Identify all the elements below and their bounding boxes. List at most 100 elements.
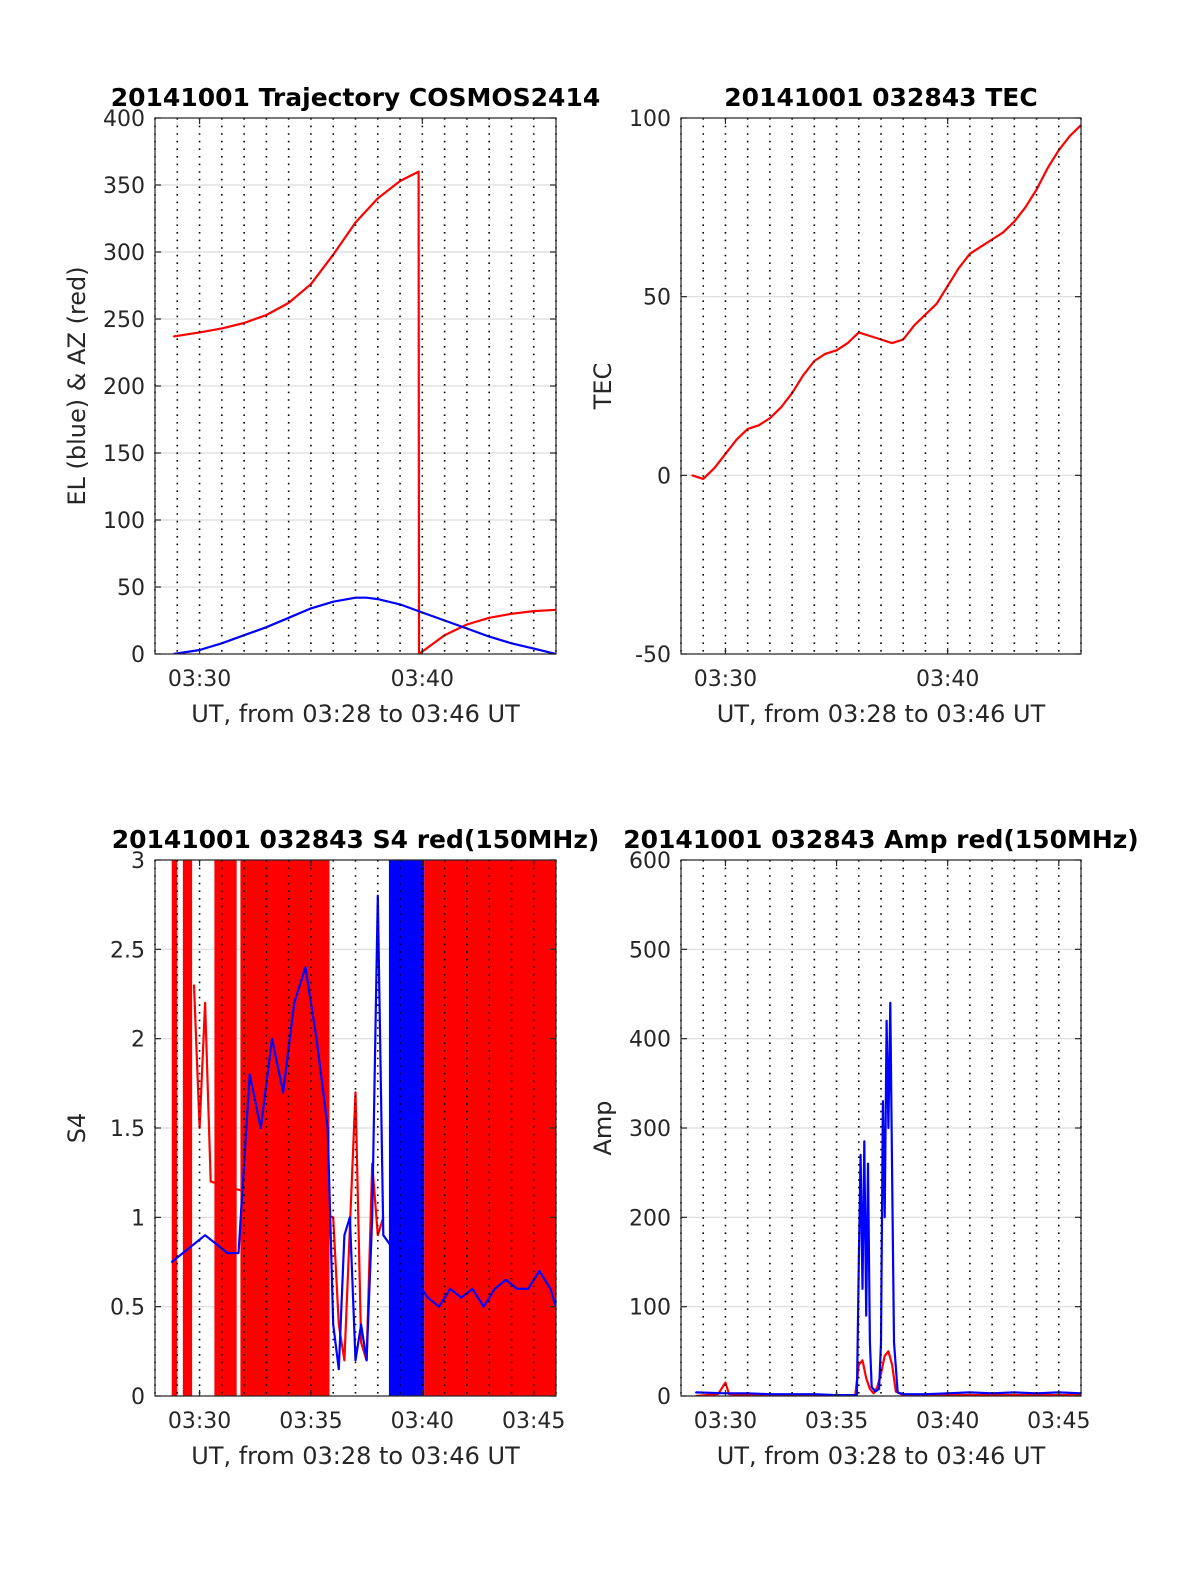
- data-point: [859, 1154, 862, 1156]
- data-point: [265, 314, 268, 316]
- data-point: [354, 1359, 357, 1362]
- chart-title: 20141001 032843 S4 red(150MHz): [112, 825, 600, 854]
- data-point: [869, 335, 871, 337]
- data-point: [172, 335, 175, 338]
- y-tick-label: 400: [629, 1028, 671, 1053]
- data-point: [221, 327, 223, 330]
- data-point: [757, 424, 760, 427]
- data-point: [493, 1288, 496, 1290]
- x-tick-label: 03:45: [502, 1409, 565, 1434]
- data-point: [482, 1305, 485, 1308]
- data-point: [382, 1234, 385, 1236]
- data-point: [209, 1180, 212, 1183]
- data-point: [896, 1391, 899, 1394]
- data-point: [883, 1355, 886, 1357]
- data-point: [913, 324, 916, 327]
- data-point: [980, 245, 982, 248]
- data-point: [865, 1377, 867, 1379]
- x-tick-label: 03:40: [391, 667, 454, 692]
- data-point: [867, 1162, 869, 1165]
- x-tick-label: 03:40: [391, 1409, 454, 1434]
- data-point: [293, 1002, 296, 1004]
- data-point: [887, 1127, 890, 1129]
- series-line-2: [695, 1001, 1081, 1396]
- x-tick-label: 03:35: [805, 1409, 868, 1434]
- chart-panel-2: 03:30 03:40 -50 0 50 100 20141001 032843 TEC UT…: [589, 83, 1082, 728]
- data-point: [724, 1381, 727, 1384]
- data-point: [204, 1234, 206, 1236]
- data-point: [893, 1341, 895, 1344]
- data-point: [1024, 206, 1027, 209]
- y-axis-label: Amp: [589, 1100, 617, 1155]
- chart-title: 20141001 032843 TEC: [724, 83, 1037, 112]
- data-point: [193, 984, 195, 986]
- y-tick-label: 300: [629, 1117, 671, 1142]
- data-point: [360, 1323, 362, 1326]
- data-point: [332, 600, 335, 603]
- data-point: [780, 406, 782, 409]
- data-point: [226, 1252, 229, 1254]
- data-point: [310, 283, 312, 285]
- red-band: [171, 860, 178, 1396]
- red-band: [182, 860, 193, 1396]
- data-point: [1035, 188, 1038, 191]
- data-point: [824, 353, 827, 355]
- blue-band: [388, 860, 425, 1396]
- x-tick-label: 03:30: [694, 667, 757, 692]
- y-tick-label: 250: [103, 308, 145, 333]
- data-point: [861, 1359, 864, 1362]
- data-point: [869, 1388, 871, 1390]
- data-point: [170, 1261, 173, 1263]
- red-band: [214, 860, 237, 1396]
- data-point: [287, 302, 290, 304]
- chart-title: 20141001 032843 Amp red(150MHz): [623, 825, 1139, 854]
- y-tick-label: 500: [629, 938, 671, 963]
- data-point: [532, 610, 535, 612]
- data-point: [471, 1288, 474, 1290]
- data-point: [802, 374, 805, 377]
- data-point: [466, 623, 468, 626]
- red-band: [240, 860, 330, 1396]
- y-tick-label: -50: [635, 643, 671, 668]
- data-point: [846, 342, 849, 344]
- data-point: [969, 252, 971, 255]
- x-axis-label: UT, from 03:28 to 03:46 UT: [717, 700, 1046, 728]
- data-point: [924, 313, 927, 316]
- y-axis-label: TEC: [589, 363, 617, 411]
- y-tick-label: 600: [629, 849, 671, 874]
- x-axis-label: UT, from 03:28 to 03:46 UT: [717, 1442, 1046, 1470]
- data-point: [282, 1091, 284, 1094]
- data-point: [182, 1252, 184, 1254]
- y-tick-label: 0: [131, 1385, 145, 1410]
- data-point: [870, 1386, 873, 1388]
- y-tick-label: 100: [629, 1296, 671, 1321]
- data-point: [549, 1288, 552, 1290]
- data-point: [376, 1234, 379, 1236]
- y-tick-label: 0.5: [110, 1296, 145, 1321]
- data-point: [527, 1288, 529, 1290]
- data-point: [449, 1288, 451, 1290]
- data-point: [713, 467, 716, 469]
- data-point: [885, 1020, 888, 1022]
- data-point: [695, 1391, 697, 1394]
- data-point: [769, 417, 771, 419]
- series-line-2: [171, 894, 556, 1371]
- data-point: [887, 1350, 890, 1353]
- data-point: [371, 1216, 374, 1219]
- data-point: [835, 349, 838, 352]
- chart-panel-1: 03:30 03:40 0 50 100 150 200 250 300 350 400201410…: [63, 83, 600, 728]
- data-point: [691, 474, 693, 477]
- data-point: [343, 1234, 346, 1236]
- y-tick-label: 3: [131, 849, 145, 874]
- y-tick-label: 150: [103, 442, 145, 467]
- y-tick-label: 0: [657, 1385, 671, 1410]
- y-axis-label: S4: [63, 1113, 91, 1144]
- data-point: [957, 267, 960, 269]
- data-point: [1013, 220, 1016, 223]
- data-point: [310, 607, 312, 610]
- y-tick-label: 50: [117, 576, 145, 601]
- data-point: [883, 1216, 886, 1219]
- data-point: [702, 478, 705, 480]
- x-axis-label: UT, from 03:28 to 03:46 UT: [191, 1442, 520, 1470]
- data-point: [417, 170, 420, 173]
